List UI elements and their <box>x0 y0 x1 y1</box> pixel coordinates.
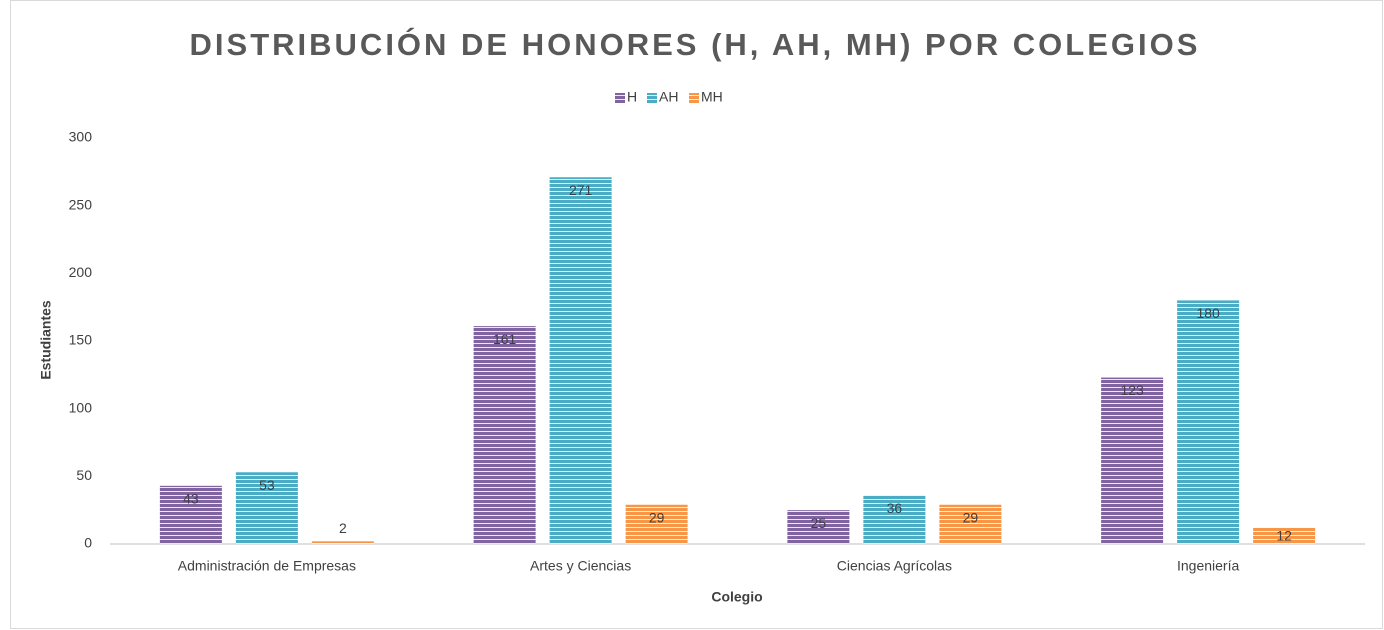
bar <box>1177 300 1240 544</box>
data-label: 53 <box>259 477 275 493</box>
y-tick-label: 100 <box>69 399 93 415</box>
data-label: 271 <box>569 182 593 198</box>
data-label: 123 <box>1120 382 1144 398</box>
legend-swatch <box>689 93 699 103</box>
legend-label: AH <box>659 89 678 105</box>
y-axis-label: Estudiantes <box>38 300 54 380</box>
legend-label: MH <box>701 89 723 105</box>
y-tick-label: 150 <box>69 332 93 348</box>
data-label: 12 <box>1276 528 1292 544</box>
bar <box>1101 377 1164 544</box>
data-label: 29 <box>649 509 665 525</box>
bar <box>939 504 1002 544</box>
data-label: 161 <box>493 331 517 347</box>
y-tick-label: 250 <box>69 196 93 212</box>
data-label: 29 <box>963 509 979 525</box>
x-axis-label: Colegio <box>711 589 762 605</box>
bar <box>863 495 926 544</box>
bar <box>787 510 850 544</box>
bar <box>235 472 298 544</box>
y-tick-label: 50 <box>76 467 92 483</box>
data-label: 43 <box>183 491 199 507</box>
legend-label: H <box>627 89 637 105</box>
y-tick-label: 300 <box>69 129 93 145</box>
x-tick-label: Ingeniería <box>1177 558 1239 574</box>
y-tick-label: 0 <box>84 535 92 551</box>
data-label: 36 <box>887 500 903 516</box>
y-tick-label: 200 <box>69 264 93 280</box>
data-label: 25 <box>811 515 827 531</box>
data-label: 2 <box>339 520 347 536</box>
bar <box>549 177 612 544</box>
bar <box>159 485 222 544</box>
legend-swatch <box>647 93 657 103</box>
data-label: 180 <box>1196 305 1220 321</box>
x-tick-label: Artes y Ciencias <box>530 558 631 574</box>
bar <box>625 504 688 544</box>
bar <box>473 326 536 544</box>
legend-swatch <box>615 93 625 103</box>
bar <box>311 541 374 544</box>
bar <box>1253 527 1316 544</box>
x-tick-label: Administración de Empresas <box>178 558 356 574</box>
x-tick-label: Ciencias Agrícolas <box>837 558 952 574</box>
chart-title: DISTRIBUCIÓN DE HONORES (H, AH, MH) POR … <box>190 26 1201 62</box>
